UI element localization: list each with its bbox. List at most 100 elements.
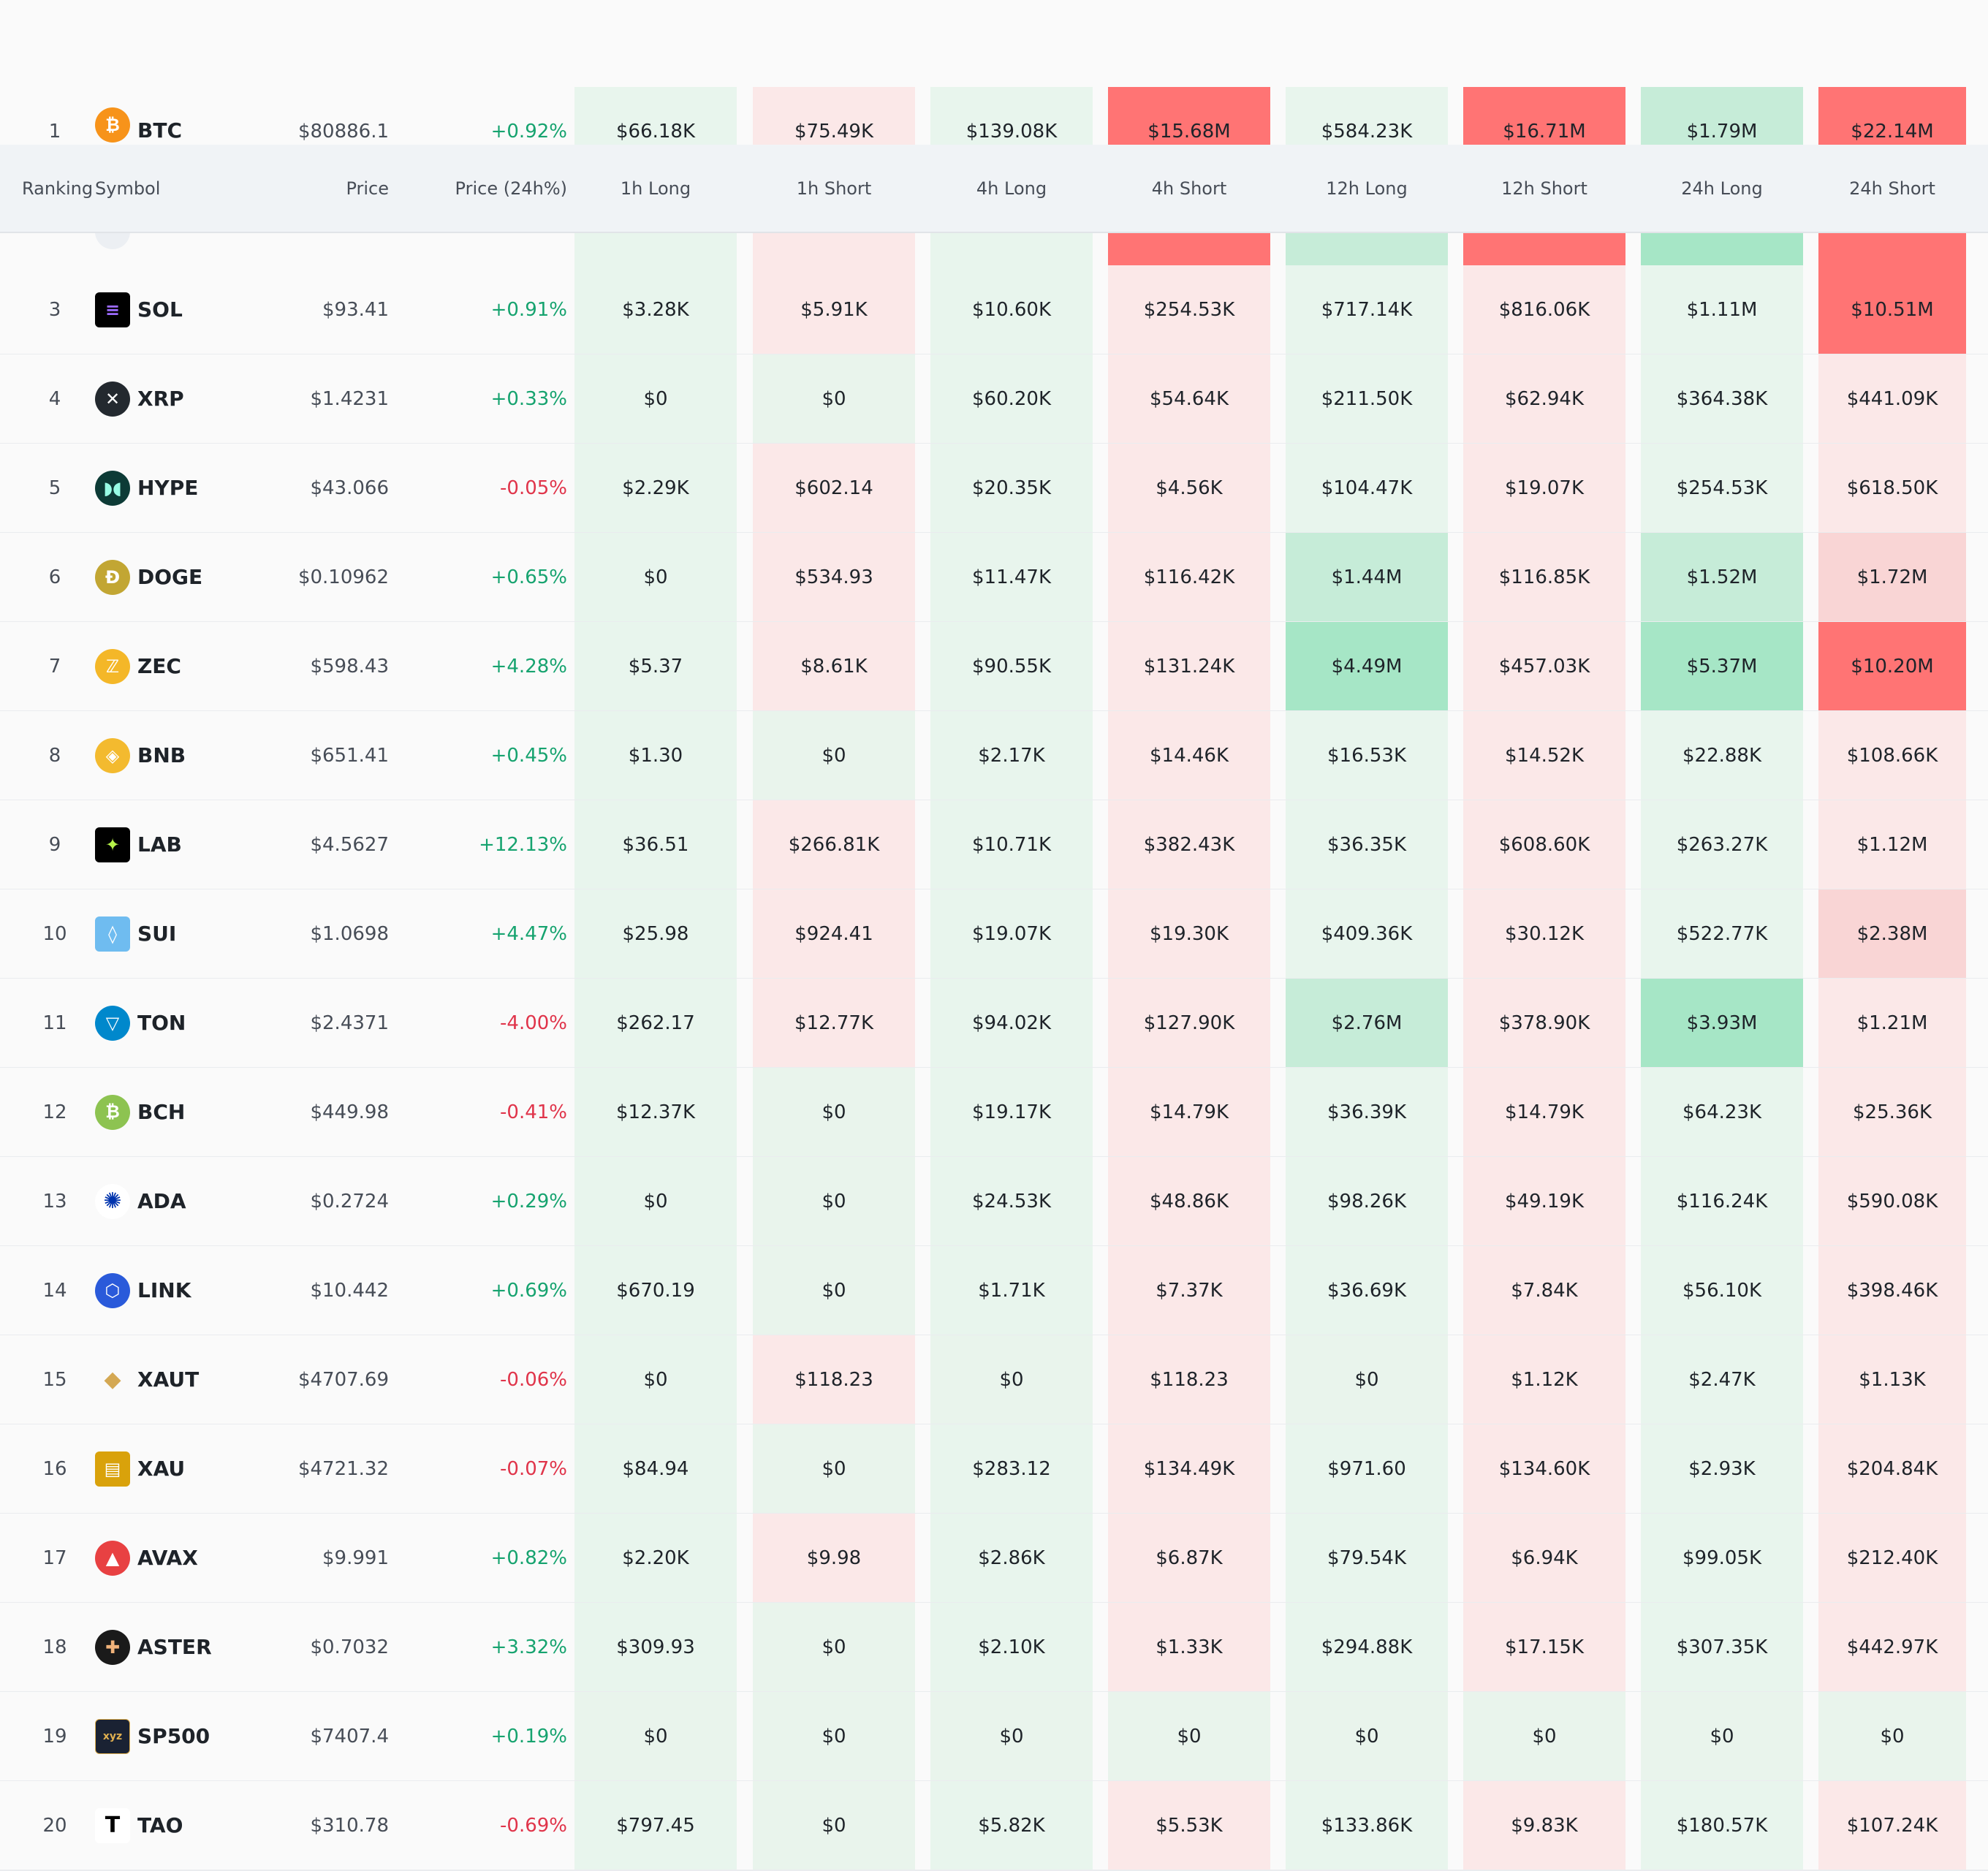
table-row[interactable]: 3 ≡ SOL $93.41 +0.91% $3.28K $5.91K $10.60K $254… <box>0 265 1988 355</box>
header-1h-long[interactable]: 1h Long <box>620 178 691 199</box>
table-row[interactable]: 7 ℤ ZEC $598.43 +4.28% $5.37 $8.61K $90.55K $131… <box>0 622 1988 712</box>
row-4h-short: $6.87K <box>1108 1514 1270 1602</box>
row-symbol[interactable]: Ð DOGE <box>95 533 241 621</box>
row-symbol[interactable]: ₿ BTC <box>95 87 241 145</box>
row-1h-long: $309.93 <box>574 1603 737 1691</box>
row-symbol[interactable]: ◈ BNB <box>95 711 241 800</box>
table-row[interactable]: 9 ✦ LAB $4.5627 +12.13% $36.51 $266.81K $10.71K… <box>0 800 1988 890</box>
row-24h-long: $2.47K <box>1641 1335 1803 1424</box>
row-4h-long: $2.86K <box>930 1514 1093 1602</box>
row-1h-short: $0 <box>753 1246 915 1335</box>
row-12h-short: $14.79K <box>1463 1068 1625 1156</box>
row-symbol[interactable]: T TAO <box>95 1781 241 1870</box>
header-12h-short[interactable]: 12h Short <box>1501 178 1587 199</box>
avalanche-icon: ▲ <box>95 1540 130 1576</box>
table-row[interactable]: 6 Ð DOGE $0.10962 +0.65% $0 $534.93 $11.47K $116… <box>0 533 1988 623</box>
row-24h-short: $1.13K <box>1818 1335 1966 1424</box>
row-symbol[interactable]: ◆ XAUT <box>95 1335 241 1424</box>
row-symbol[interactable]: ✕ XRP <box>95 354 241 443</box>
row-symbol[interactable]: ℤ ZEC <box>95 622 241 710</box>
header-price[interactable]: Price <box>346 178 389 199</box>
table-row[interactable]: 16 ▤ XAU $4721.32 -0.07% $84.94 $0 $283.12 $134.… <box>0 1424 1988 1514</box>
row-24h-short: $10.20M <box>1818 622 1966 710</box>
toncoin-icon: ▽ <box>95 1005 130 1041</box>
row-symbol[interactable]: xyz SP500 <box>95 1692 241 1780</box>
table-row[interactable]: 17 ▲ AVAX $9.991 +0.82% $2.20K $9.98 $2.86K $6.8… <box>0 1514 1988 1604</box>
row-symbol-label: ADA <box>137 1189 186 1213</box>
row-4h-long: $90.55K <box>930 622 1093 710</box>
row-rank: 12 <box>42 1101 67 1123</box>
table-row[interactable]: 15 ◆ XAUT $4707.69 -0.06% $0 $118.23 $0 $118.23 $… <box>0 1335 1988 1425</box>
table-row[interactable]: 10 ◊ SUI $1.0698 +4.47% $25.98 $924.41 $19.07K $… <box>0 889 1988 979</box>
row-symbol-label: HYPE <box>137 476 199 500</box>
table-row[interactable]: 1 ₿ BTC $80886.1 +0.92% $66.18K $75.49K $139.08… <box>0 87 1988 147</box>
table-row[interactable]: 11 ▽ TON $2.4371 -4.00% $262.17 $12.77K $94.02K… <box>0 979 1988 1069</box>
header-4h-short[interactable]: 4h Short <box>1151 178 1227 199</box>
table-row[interactable]: 19 xyz SP500 $7407.4 +0.19% $0 $0 $0 $0 $0 $0 $0 $0 <box>0 1692 1988 1782</box>
row-12h-short: $816.06K <box>1463 265 1625 354</box>
row-price-change: -0.05% <box>500 477 567 499</box>
row-4h-short: $382.43K <box>1108 800 1270 889</box>
row-1h-short: $9.98 <box>753 1514 915 1602</box>
table-row[interactable]: 4 ✕ XRP $1.4231 +0.33% $0 $0 $60.20K $54.64K $211… <box>0 354 1988 444</box>
header-24h-short[interactable]: 24h Short <box>1849 178 1935 199</box>
row-12h-long: $294.88K <box>1286 1603 1448 1691</box>
table-row[interactable]: 20 T TAO $310.78 -0.69% $797.45 $0 $5.82K $5.53K… <box>0 1781 1988 1871</box>
row-4h-short: $14.46K <box>1108 711 1270 800</box>
row-price-change: +0.92% <box>490 121 567 143</box>
row-symbol[interactable]: ▽ TON <box>95 979 241 1067</box>
row-symbol[interactable]: ✚ ASTER <box>95 1603 241 1691</box>
row-1h-short: $0 <box>753 1157 915 1245</box>
row-price-change: +0.33% <box>490 387 567 410</box>
zcash-icon: ℤ <box>95 648 130 684</box>
header-4h-long[interactable]: 4h Long <box>976 178 1047 199</box>
chainlink-icon: ⬡ <box>95 1272 130 1308</box>
row-price: $2.4371 <box>310 1012 389 1034</box>
solana-icon: ≡ <box>95 292 130 327</box>
row-1h-long: $1.30 <box>574 711 737 800</box>
hyperliquid-icon: ◗◖ <box>95 470 130 506</box>
row-symbol[interactable]: ▤ XAU <box>95 1424 241 1513</box>
row-symbol[interactable]: ⬡ LINK <box>95 1246 241 1335</box>
header-ranking[interactable]: Ranking <box>22 178 94 199</box>
row-symbol[interactable]: ✦ LAB <box>95 800 241 889</box>
row-24h-short: $398.46K <box>1818 1246 1966 1335</box>
row-symbol[interactable]: ₿ BCH <box>95 1068 241 1156</box>
row-12h-long: $211.50K <box>1286 354 1448 443</box>
row-symbol[interactable]: ◊ SUI <box>95 889 241 978</box>
row-price-change: +0.45% <box>490 744 567 767</box>
row-1h-long: $25.98 <box>574 889 737 978</box>
row-price-change: +0.82% <box>490 1546 567 1569</box>
table-row[interactable]: 8 ◈ BNB $651.41 +0.45% $1.30 $0 $2.17K $14.46K $1… <box>0 711 1988 801</box>
row-symbol[interactable]: ≡ SOL <box>95 265 241 354</box>
row-24h-short: $2.38M <box>1818 889 1966 978</box>
row-rank: 20 <box>42 1814 67 1837</box>
row-symbol[interactable]: ✺ ADA <box>95 1157 241 1245</box>
row-12h-long: $409.36K <box>1286 889 1448 978</box>
table-row[interactable]: 13 ✺ ADA $0.2724 +0.29% $0 $0 $24.53K $48.86K $98… <box>0 1157 1988 1247</box>
header-1h-short[interactable]: 1h Short <box>796 178 872 199</box>
header-12h-long[interactable]: 12h Long <box>1326 178 1408 199</box>
row-price-change: +0.65% <box>490 566 567 588</box>
table-row[interactable]: 5 ◗◖ HYPE $43.066 -0.05% $2.29K $602.14 $20.35K… <box>0 444 1988 534</box>
header-symbol[interactable]: Symbol <box>95 178 161 199</box>
header-price-change[interactable]: Price (24h%) <box>455 178 567 199</box>
row-symbol-label: XRP <box>137 387 184 411</box>
header-24h-long[interactable]: 24h Long <box>1681 178 1763 199</box>
row-12h-long: $98.26K <box>1286 1157 1448 1245</box>
row-12h-short: $6.94K <box>1463 1514 1625 1602</box>
row-4h-short: $116.42K <box>1108 533 1270 621</box>
row-12h-short: $608.60K <box>1463 800 1625 889</box>
row-12h-short: $14.52K <box>1463 711 1625 800</box>
table-row[interactable]: 18 ✚ ASTER $0.7032 +3.32% $309.93 $0 $2.10K $1.3… <box>0 1603 1988 1693</box>
table-header: Ranking Symbol Price Price (24h%) 1h Lon… <box>0 145 1988 233</box>
row-price: $0.10962 <box>297 566 389 588</box>
row-symbol-label: SP500 <box>137 1724 210 1748</box>
table-row[interactable]: 12 ₿ BCH $449.98 -0.41% $12.37K $0 $19.17K $14.7… <box>0 1068 1988 1158</box>
row-symbol[interactable]: ▲ AVAX <box>95 1514 241 1602</box>
row-1h-short: $0 <box>753 1424 915 1513</box>
row-1h-long: $2.20K <box>574 1514 737 1602</box>
row-rank: 6 <box>48 566 61 588</box>
row-symbol[interactable]: ◗◖ HYPE <box>95 444 241 532</box>
table-row[interactable]: 14 ⬡ LINK $10.442 +0.69% $670.19 $0 $1.71K $7.37… <box>0 1246 1988 1336</box>
